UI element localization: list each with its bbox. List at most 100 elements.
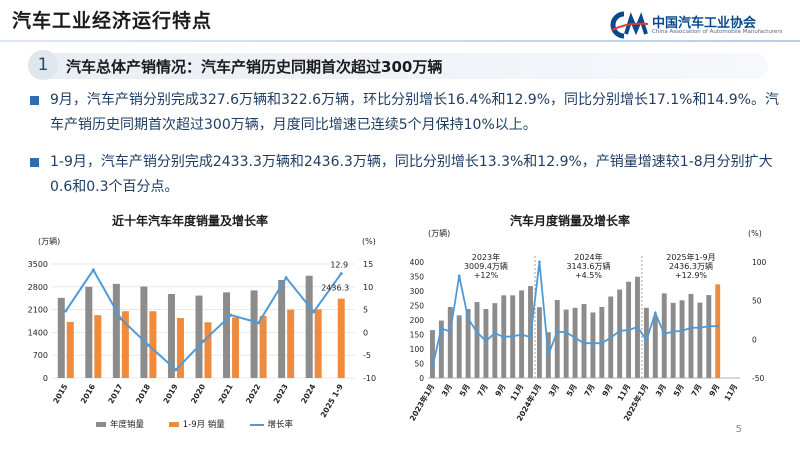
chart2-y2-tick: 100 [752, 258, 767, 267]
logo-en: China Association of Automobile Manufact… [652, 29, 783, 35]
chart2-y-tick: 200 [410, 316, 425, 325]
chart1-y-tick: 0 [43, 374, 48, 383]
chart2-monthly-bar [438, 320, 444, 378]
chart2-monthly-bar [697, 302, 703, 378]
chart2-y-tick: 50 [414, 360, 424, 369]
bullet-text: 9月，汽车产销分别完成327.6万辆和322.6万辆，环比分别增长16.4%和1… [50, 92, 779, 133]
section-title: 汽车总体产销情况：汽车产销历史同期首次超过300万辆 [66, 58, 443, 76]
chart2-growth-point [662, 332, 666, 336]
chart2-growth-point [716, 324, 720, 328]
chart1-legend: 年度销量 1-9月 销量 增长率 [96, 418, 315, 430]
chart1-growth-point [174, 368, 178, 372]
chart2-y2-unit: (%) [748, 229, 762, 238]
chart2-growth-point [493, 331, 497, 335]
chart2-monthly-bar [483, 308, 489, 378]
chart1-growth-point [257, 321, 261, 325]
chart2-monthly-bar [652, 316, 658, 378]
chart2-growth-point [546, 353, 550, 357]
chart2-y-tick: 400 [410, 258, 425, 267]
chart2-y-tick: 100 [410, 345, 425, 354]
chart2-monthly-bar [447, 306, 453, 378]
chart2-monthly-bar [706, 295, 712, 378]
legend-ytd: 1-9月 销量 [168, 420, 225, 430]
page-number: 5 [735, 424, 742, 435]
chart1-y-tick: 2800 [28, 283, 48, 292]
chart1-ytd-label: 2436.3 [321, 284, 349, 293]
chart1-y-tick: 1400 [28, 328, 48, 337]
chart1-annual-bar [195, 295, 203, 378]
chart2-growth-point [671, 330, 675, 333]
chart2-growth-point [520, 333, 523, 337]
chart1-annual-bar [305, 275, 313, 378]
chart2-growth-point [484, 339, 488, 343]
chart2-monthly-bar [715, 284, 721, 378]
chart1-annual-bar [112, 283, 120, 378]
chart1-y-tick: 2100 [28, 306, 48, 315]
chart2-growth-point [609, 336, 613, 340]
chart1-x-tick: 2022 [244, 383, 262, 406]
chart2-y2-tick: 50 [752, 297, 762, 306]
chart2-growth-point [698, 326, 702, 330]
chart2-monthly-bar [581, 304, 587, 378]
chart1-y-tick: 700 [33, 351, 48, 360]
chart2-monthly-bar [554, 299, 560, 378]
chart2-x-tick: 11月 [723, 383, 740, 403]
chart1-annual-bar [57, 297, 65, 378]
chart2-title: 汽车月度销量及增长率 [509, 214, 630, 228]
chart2-y-tick: 350 [410, 273, 425, 282]
chart2-monthly-bar [590, 312, 596, 378]
legend-growth: 增长率 [249, 420, 293, 430]
chart2-growth-point [573, 336, 577, 340]
legend-annual: 年度销量 [96, 420, 144, 430]
chart1-annual-bar [167, 293, 175, 378]
chart2-growth-point [431, 365, 434, 368]
slide-title: 汽车工业经济运行特点 [12, 10, 213, 32]
chart1-growth-label: 12.9 [330, 261, 348, 270]
chart2-y-tick: 150 [410, 331, 425, 340]
chart1-growth-point [64, 309, 68, 313]
chart2-x-tick: 5月 [672, 383, 686, 399]
chart2-y2-tick: -50 [752, 374, 764, 383]
chart2-monthly-bar [688, 293, 694, 378]
chart1-growth-point [312, 310, 316, 314]
chart1-ytd-bar [259, 315, 267, 378]
chart2-x-tick: 9月 [493, 383, 507, 399]
chart1-ytd-bar [176, 318, 184, 378]
chart1-ytd-bar [121, 311, 129, 378]
chart1-growth-point [146, 343, 150, 347]
chart1-x-tick: 2024 [299, 383, 317, 406]
annual-sales-chart: (万辆) (%) 0 700 1400 2100 2800 3500 -10 -5 0 5 10 15 20… [28, 236, 376, 419]
chart1-y2-tick: 15 [363, 260, 373, 269]
chart1-ytd-bar [337, 298, 345, 378]
caam-logo-icon [610, 11, 649, 39]
chart2-growth-point [511, 334, 515, 338]
chart2-y-tick: 0 [419, 374, 424, 383]
chart1-x-tick: 2015 [51, 383, 69, 406]
bullet-text: 1-9月，汽车产销分别完成2433.3万辆和2436.3万辆，同比分别增长13.… [50, 154, 773, 195]
chart2-monthly-bar [643, 307, 649, 378]
chart2-monthly-bar [536, 307, 542, 378]
chart1-y2-tick: 5 [363, 306, 368, 315]
bullet-september: 9月，汽车产销分别完成327.6万辆和322.6万辆，环比分别增长16.4%和1… [30, 88, 780, 138]
chart2-x-tick: 2023年1月 [407, 382, 436, 423]
chart2-growth-point [439, 327, 443, 330]
bullet-square-icon [30, 158, 39, 167]
chart2-year-annotation: 2023年 3009.4万辆+12% [464, 252, 508, 280]
chart2-monthly-bar [670, 302, 676, 378]
chart2-monthly-bar [456, 315, 462, 378]
chart2-growth-point [707, 324, 711, 328]
chart2-growth-point [448, 330, 452, 333]
chart2-growth-point [689, 326, 693, 330]
chart1-growth-point [284, 276, 288, 280]
chart2-year-annotation: 2025年1-9月 2436.3万辆+12.9% [666, 252, 715, 280]
chart2-x-tick: 5月 [458, 383, 472, 399]
chart2-growth-point [529, 335, 532, 339]
chart1-ytd-bar [66, 321, 74, 378]
bullet-ytd: 1-9月，汽车产销分别完成2433.3万辆和2436.3万辆，同比分别增长13.… [30, 150, 780, 200]
chart2-x-tick: 7月 [476, 383, 490, 399]
chart1-x-tick: 2019 [161, 383, 179, 406]
chart2-growth-point [582, 341, 586, 345]
chart2-x-tick: 7月 [689, 383, 703, 399]
chart1-ytd-bar [287, 309, 295, 378]
chart2-monthly-bar [563, 309, 569, 378]
